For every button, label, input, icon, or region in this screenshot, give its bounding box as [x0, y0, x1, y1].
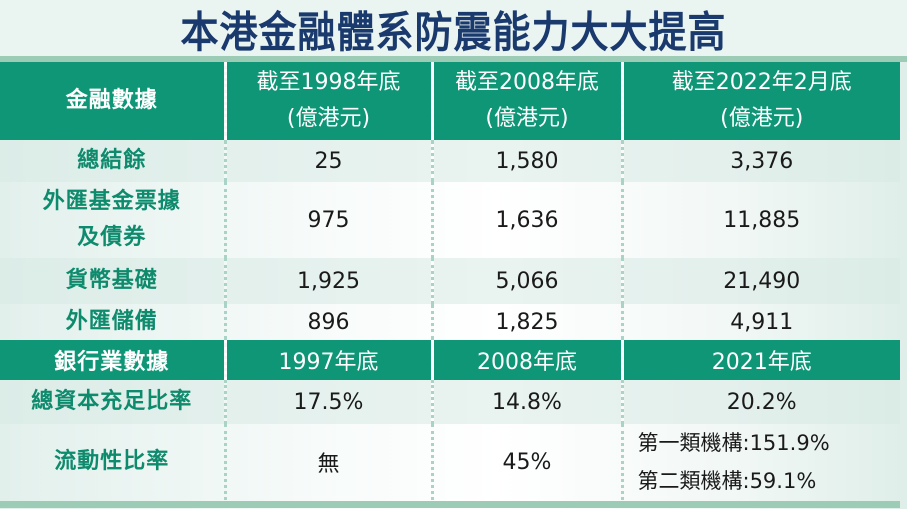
cell-value: 3,376 [620, 140, 900, 182]
category-2-institutions: 第二類機構:59.1% [637, 469, 817, 493]
table-row-fx-reserves: 外匯儲備 896 1,825 4,911 [0, 304, 900, 340]
cell-value: 4,911 [620, 304, 900, 340]
bottom-divider [0, 501, 900, 508]
cell-value: 1,580 [430, 140, 622, 182]
column-header-line1: 截至1998年底 [256, 70, 401, 95]
cell-value: 896 [223, 304, 432, 340]
cell-value: 1,925 [223, 258, 432, 304]
cell-value: 17.5% [223, 380, 432, 424]
column-header-2022: 截至2022年2月底 (億港元) [620, 62, 900, 140]
financial-section-label: 金融數據 [0, 62, 225, 140]
table-row-monetary-base: 貨幣基礎 1,925 5,066 21,490 [0, 258, 900, 304]
cell-value: 無 [223, 424, 432, 500]
column-header-1997: 1997年底 [223, 340, 432, 380]
row-label: 外匯基金票據 及債券 [0, 182, 225, 258]
top-divider [0, 56, 907, 62]
table-row-liquidity-ratio: 流動性比率 無 45% 第一類機構:151.9% 第二類機構:59.1% [0, 424, 900, 500]
cell-value: 1,636 [430, 182, 622, 258]
row-label-line1: 外匯基金票據 [42, 189, 181, 214]
cell-value: 5,066 [430, 258, 622, 304]
column-header-2021: 2021年底 [620, 340, 900, 380]
cell-value-multiline: 第一類機構:151.9% 第二類機構:59.1% [620, 424, 900, 500]
cell-value: 14.8% [430, 380, 622, 424]
table-row-aggregate-balance: 總結餘 25 1,580 3,376 [0, 140, 900, 182]
row-label: 外匯儲備 [65, 309, 158, 334]
cell-value: 975 [223, 182, 432, 258]
table-row-exchange-fund-bills: 外匯基金票據 及債券 975 1,636 11,885 [0, 182, 900, 258]
row-label-line2: 及債券 [77, 225, 147, 250]
category-1-institutions: 第一類機構:151.9% [637, 431, 830, 455]
financial-header-row: 金融數據 截至1998年底 (億港元) 截至2008年底 (億港元) 截至202… [0, 62, 900, 140]
title-bar: 本港金融體系防震能力大大提高 [0, 0, 907, 57]
data-table: 金融數據 截至1998年底 (億港元) 截至2008年底 (億港元) 截至202… [0, 62, 900, 500]
cell-value: 1,825 [430, 304, 622, 340]
cell-value: 21,490 [620, 258, 900, 304]
banking-section-label: 銀行業數據 [0, 340, 225, 380]
row-label: 流動性比率 [54, 449, 170, 474]
column-header-2008: 截至2008年底 (億港元) [430, 62, 622, 140]
column-header-line2: (億港元) [286, 106, 371, 131]
column-header-2008: 2008年底 [430, 340, 622, 380]
table-wrapper: 金融數據 截至1998年底 (億港元) 截至2008年底 (億港元) 截至202… [0, 62, 907, 500]
row-label: 總資本充足比率 [0, 380, 225, 424]
page-title: 本港金融體系防震能力大大提高 [180, 6, 727, 57]
cell-value: 20.2% [620, 380, 900, 424]
cell-value: 11,885 [620, 182, 900, 258]
column-header-1998: 截至1998年底 (億港元) [223, 62, 432, 140]
banking-header-row: 銀行業數據 1997年底 2008年底 2021年底 [0, 340, 900, 380]
column-header-line1: 截至2008年底 [455, 70, 599, 95]
row-label: 貨幣基礎 [0, 258, 225, 304]
cell-value: 45% [430, 424, 622, 500]
column-header-line2: (億港元) [720, 106, 804, 131]
cell-value: 25 [223, 140, 432, 182]
column-header-line1: 截至2022年2月底 [671, 70, 852, 95]
row-label: 總結餘 [0, 140, 225, 182]
table-row-capital-adequacy: 總資本充足比率 17.5% 14.8% 20.2% [0, 380, 900, 424]
column-header-line2: (億港元) [485, 106, 569, 131]
